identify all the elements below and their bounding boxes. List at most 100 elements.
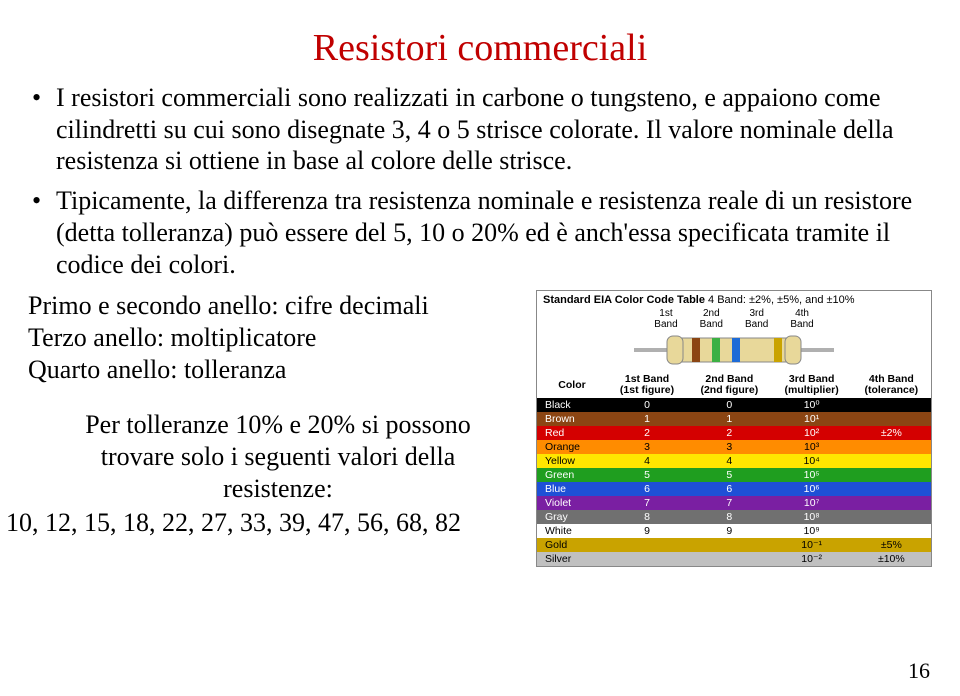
table-cell: Silver bbox=[537, 552, 607, 566]
table-cell: ±2% bbox=[852, 426, 931, 440]
table-cell bbox=[852, 468, 931, 482]
table-cell bbox=[852, 482, 931, 496]
resistor-icon bbox=[634, 330, 834, 370]
table-row: Black0010⁰ bbox=[537, 398, 931, 412]
table-cell: 2 bbox=[607, 426, 687, 440]
table-cell: 10⁻¹ bbox=[772, 538, 852, 552]
e-series-values: 10, 12, 15, 18, 22, 27, 33, 39, 47, 56, … bbox=[6, 507, 528, 539]
band-label-3: 3rdBand bbox=[745, 309, 768, 330]
tolerance-note-3: resistenze: bbox=[28, 473, 528, 505]
table-row: Orange3310³ bbox=[537, 440, 931, 454]
table-cell: 4 bbox=[687, 454, 772, 468]
table-cell: 10⁴ bbox=[772, 454, 852, 468]
table-cell bbox=[607, 538, 687, 552]
table-cell: 6 bbox=[607, 482, 687, 496]
table-cell: Gray bbox=[537, 510, 607, 524]
table-header: 3rd Band(multiplier) bbox=[772, 372, 852, 398]
table-cell: ±10% bbox=[852, 552, 931, 566]
table-row: Blue6610⁶ bbox=[537, 482, 931, 496]
table-row: Brown1110¹ bbox=[537, 412, 931, 426]
table-header: 2nd Band(2nd figure) bbox=[687, 372, 772, 398]
table-cell bbox=[852, 524, 931, 538]
table-cell bbox=[852, 454, 931, 468]
table-cell: Brown bbox=[537, 412, 607, 426]
bullet-item: I resistori commerciali sono realizzati … bbox=[28, 82, 932, 177]
table-cell: 10² bbox=[772, 426, 852, 440]
table-cell: 6 bbox=[687, 482, 772, 496]
table-cell: 4 bbox=[607, 454, 687, 468]
table-header: 4th Band(tolerance) bbox=[852, 372, 931, 398]
table-cell bbox=[852, 496, 931, 510]
table-cell: 9 bbox=[687, 524, 772, 538]
table-cell: Blue bbox=[537, 482, 607, 496]
table-row: Red2210²±2% bbox=[537, 426, 931, 440]
table-cell bbox=[852, 398, 931, 412]
table-cell: Yellow bbox=[537, 454, 607, 468]
table-cell: 7 bbox=[607, 496, 687, 510]
table-cell bbox=[852, 440, 931, 454]
table-row: Violet7710⁷ bbox=[537, 496, 931, 510]
table-row: Gray8810⁸ bbox=[537, 510, 931, 524]
table-cell: 10⁵ bbox=[772, 468, 852, 482]
table-header: 1st Band(1st figure) bbox=[607, 372, 687, 398]
table-cell: 3 bbox=[687, 440, 772, 454]
chart-title: Standard EIA Color Code Table bbox=[543, 294, 705, 306]
table-row: Yellow4410⁴ bbox=[537, 454, 931, 468]
table-cell: Gold bbox=[537, 538, 607, 552]
table-cell: 5 bbox=[607, 468, 687, 482]
color-code-chart: Standard EIA Color Code Table 4 Band: ±2… bbox=[536, 290, 932, 567]
tolerance-note-1: Per tolleranze 10% e 20% si possono bbox=[28, 409, 528, 441]
ring-desc-1: Primo e secondo anello: cifre decimali bbox=[28, 290, 528, 322]
table-cell: 10⁰ bbox=[772, 398, 852, 412]
table-cell: Black bbox=[537, 398, 607, 412]
ring-desc-2: Terzo anello: moltiplicatore bbox=[28, 322, 528, 354]
table-cell bbox=[852, 412, 931, 426]
table-cell: 1 bbox=[687, 412, 772, 426]
band-label-2: 2ndBand bbox=[700, 309, 723, 330]
table-cell: Orange bbox=[537, 440, 607, 454]
table-cell: 10¹ bbox=[772, 412, 852, 426]
table-row: White9910⁹ bbox=[537, 524, 931, 538]
table-cell bbox=[687, 552, 772, 566]
table-cell: 1 bbox=[607, 412, 687, 426]
chart-subtitle: 4 Band: ±2%, ±5%, and ±10% bbox=[708, 294, 855, 306]
table-header: Color bbox=[537, 372, 607, 398]
color-code-table: Color1st Band(1st figure)2nd Band(2nd fi… bbox=[537, 372, 931, 566]
page-number: 16 bbox=[908, 658, 930, 684]
table-cell: 10⁸ bbox=[772, 510, 852, 524]
table-cell: 10³ bbox=[772, 440, 852, 454]
table-cell: White bbox=[537, 524, 607, 538]
table-cell: 10⁶ bbox=[772, 482, 852, 496]
table-cell bbox=[852, 510, 931, 524]
bullet-list: I resistori commerciali sono realizzati … bbox=[28, 82, 932, 280]
table-cell: 8 bbox=[607, 510, 687, 524]
band-label-1: 1stBand bbox=[654, 309, 677, 330]
table-cell: 8 bbox=[687, 510, 772, 524]
table-cell: 9 bbox=[607, 524, 687, 538]
left-column: Primo e secondo anello: cifre decimali T… bbox=[28, 290, 528, 567]
band-labels: 1stBand 2ndBand 3rdBand 4thBand bbox=[537, 307, 931, 330]
page-title: Resistori commerciali bbox=[28, 26, 932, 70]
table-cell: Violet bbox=[537, 496, 607, 510]
table-cell: 3 bbox=[607, 440, 687, 454]
table-row: Silver 10⁻²±10% bbox=[537, 552, 931, 566]
table-cell: Green bbox=[537, 468, 607, 482]
table-row: Green5510⁵ bbox=[537, 468, 931, 482]
table-cell: 10⁷ bbox=[772, 496, 852, 510]
table-row: Gold 10⁻¹±5% bbox=[537, 538, 931, 552]
table-cell: 7 bbox=[687, 496, 772, 510]
table-cell: 0 bbox=[687, 398, 772, 412]
table-cell: 5 bbox=[687, 468, 772, 482]
table-cell: ±5% bbox=[852, 538, 931, 552]
table-cell bbox=[607, 552, 687, 566]
table-cell: Red bbox=[537, 426, 607, 440]
tolerance-note-2: trovare solo i seguenti valori della bbox=[28, 441, 528, 473]
table-cell: 10⁻² bbox=[772, 552, 852, 566]
table-cell: 2 bbox=[687, 426, 772, 440]
band-label-4: 4thBand bbox=[790, 309, 813, 330]
table-cell: 0 bbox=[607, 398, 687, 412]
bullet-item: Tipicamente, la differenza tra resistenz… bbox=[28, 185, 932, 280]
ring-desc-3: Quarto anello: tolleranza bbox=[28, 354, 528, 386]
table-cell bbox=[687, 538, 772, 552]
table-cell: 10⁹ bbox=[772, 524, 852, 538]
